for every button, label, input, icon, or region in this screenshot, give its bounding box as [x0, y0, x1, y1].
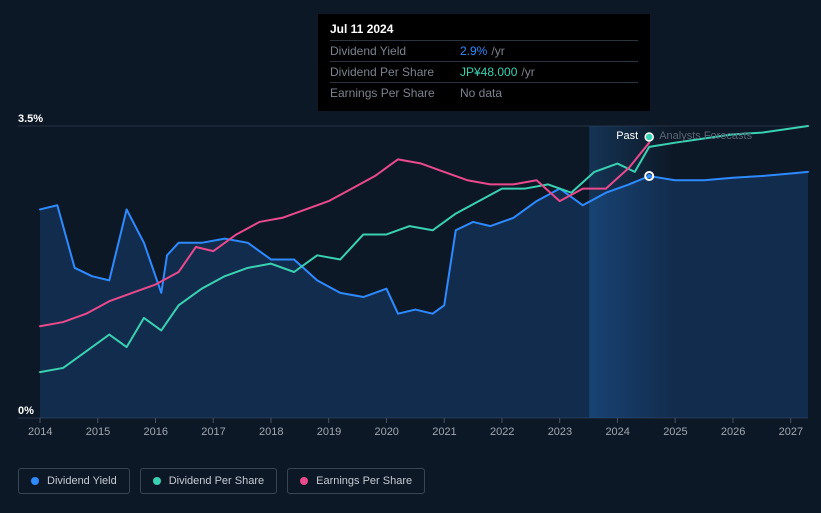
legend-dot-icon [153, 477, 161, 485]
x-axis-label: 2025 [663, 426, 687, 438]
chart-legend: Dividend Yield Dividend Per Share Earnings… [18, 468, 425, 494]
legend-label: Earnings Per Share [316, 475, 412, 487]
tooltip-row-unit: /yr [521, 65, 534, 79]
x-axis-label: 2021 [432, 426, 456, 438]
past-label: Past [616, 130, 638, 142]
x-axis-label: 2019 [317, 426, 341, 438]
x-axis-label: 2018 [259, 426, 283, 438]
y-axis-label: 0% [18, 405, 34, 417]
x-axis-label: 2017 [201, 426, 225, 438]
tooltip-row: Dividend Yield2.9% /yr [330, 40, 638, 61]
tooltip-row-label: Dividend Yield [330, 44, 460, 58]
forecast-label: Analysts Forecasts [659, 130, 752, 142]
legend-item[interactable]: Dividend Yield [18, 468, 130, 494]
x-axis-label: 2016 [143, 426, 167, 438]
legend-label: Dividend Yield [47, 475, 117, 487]
x-axis-label: 2026 [721, 426, 745, 438]
tooltip-row: Dividend Per ShareJP¥48.000/yr [330, 61, 638, 82]
x-axis-label: 2015 [86, 426, 110, 438]
x-axis-label: 2020 [374, 426, 398, 438]
legend-item[interactable]: Earnings Per Share [287, 468, 425, 494]
y-axis-label: 3.5% [18, 113, 43, 125]
tooltip-row-value: JP¥48.000 [460, 65, 517, 79]
x-axis-label: 2027 [779, 426, 803, 438]
legend-dot-icon [300, 477, 308, 485]
legend-item[interactable]: Dividend Per Share [140, 468, 277, 494]
x-axis-label: 2022 [490, 426, 514, 438]
tooltip-row-label: Dividend Per Share [330, 65, 460, 79]
tooltip-row: Earnings Per ShareNo data [330, 82, 638, 103]
x-axis-label: 2024 [605, 426, 629, 438]
legend-label: Dividend Per Share [169, 475, 264, 487]
tooltip-row-value: 2.9% [460, 44, 487, 58]
x-axis-label: 2014 [28, 426, 52, 438]
tooltip-row-value: No data [460, 86, 502, 100]
tooltip-row-unit: /yr [491, 44, 504, 58]
chart-tooltip: Jul 11 2024 Dividend Yield2.9%/yrDividen… [318, 14, 650, 111]
tooltip-date: Jul 11 2024 [330, 22, 638, 40]
legend-dot-icon [31, 477, 39, 485]
tooltip-row-label: Earnings Per Share [330, 86, 460, 100]
x-axis-label: 2023 [548, 426, 572, 438]
